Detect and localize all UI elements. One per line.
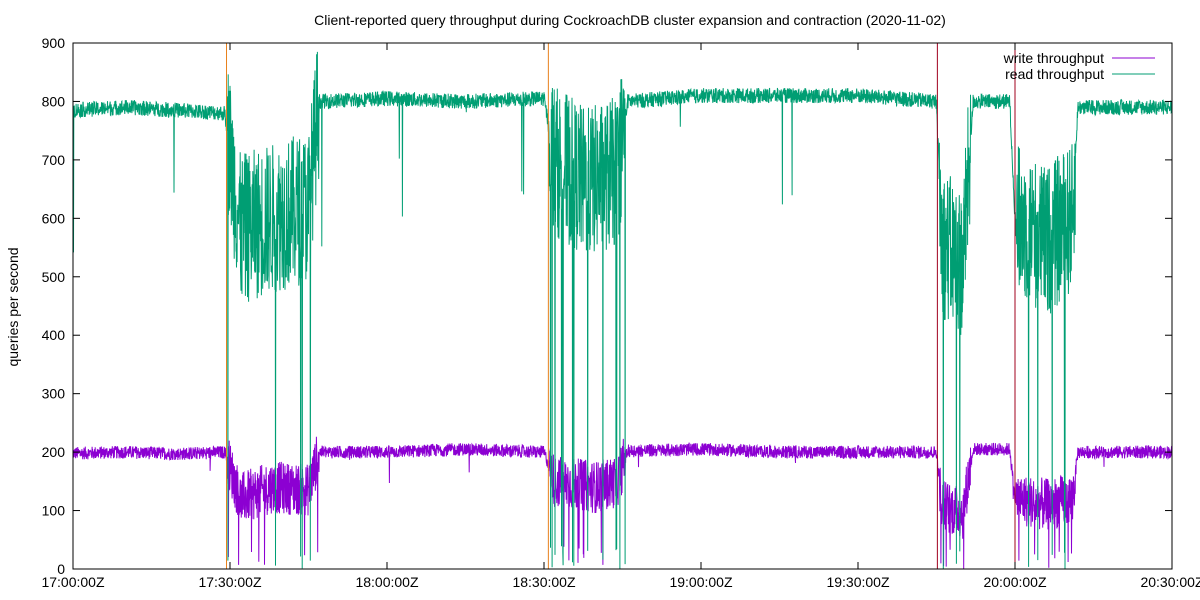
axis-layer: 0 100 200 300 400 500 600 700 800 900 17:00:00Z 17:… [41, 35, 1200, 590]
x-tick-label: 17:00:00Z [41, 574, 104, 590]
y-tick-label: 600 [42, 210, 66, 226]
x-tick-label: 18:30:00Z [512, 574, 575, 590]
y-tick-label: 300 [42, 386, 66, 402]
series-line [72, 51, 1173, 569]
y-tick-label: 700 [42, 152, 66, 168]
series-line [72, 436, 1173, 569]
y-axis-label: queries per second [5, 247, 21, 366]
x-tick-label: 19:00:00Z [669, 574, 732, 590]
y-tick-label: 200 [42, 444, 66, 460]
y-tick-label: 800 [42, 93, 66, 109]
legend-entry-label: write throughput [1003, 50, 1105, 66]
x-tick-label: 17:30:00Z [198, 574, 261, 590]
y-tick-label: 0 [57, 561, 65, 577]
y-tick-label: 100 [42, 503, 66, 519]
x-tick-label: 20:00:00Z [983, 574, 1046, 590]
legend-entry-label: read throughput [1005, 66, 1104, 82]
chart-title: Client-reported query throughput during … [314, 12, 946, 28]
series-read-throughput [72, 51, 1173, 569]
x-tick-label: 18:00:00Z [355, 574, 418, 590]
event-marker-layer [226, 43, 1016, 569]
x-tick-label: 19:30:00Z [826, 574, 889, 590]
series-write-throughput [72, 436, 1173, 569]
x-tick-label: 20:30:00Z [1140, 574, 1200, 590]
plot-frame [72, 42, 1173, 570]
y-tick-label: 900 [42, 35, 66, 51]
series-layer [72, 51, 1173, 569]
y-tick-label: 500 [42, 269, 66, 285]
y-tick-label: 400 [42, 327, 66, 343]
